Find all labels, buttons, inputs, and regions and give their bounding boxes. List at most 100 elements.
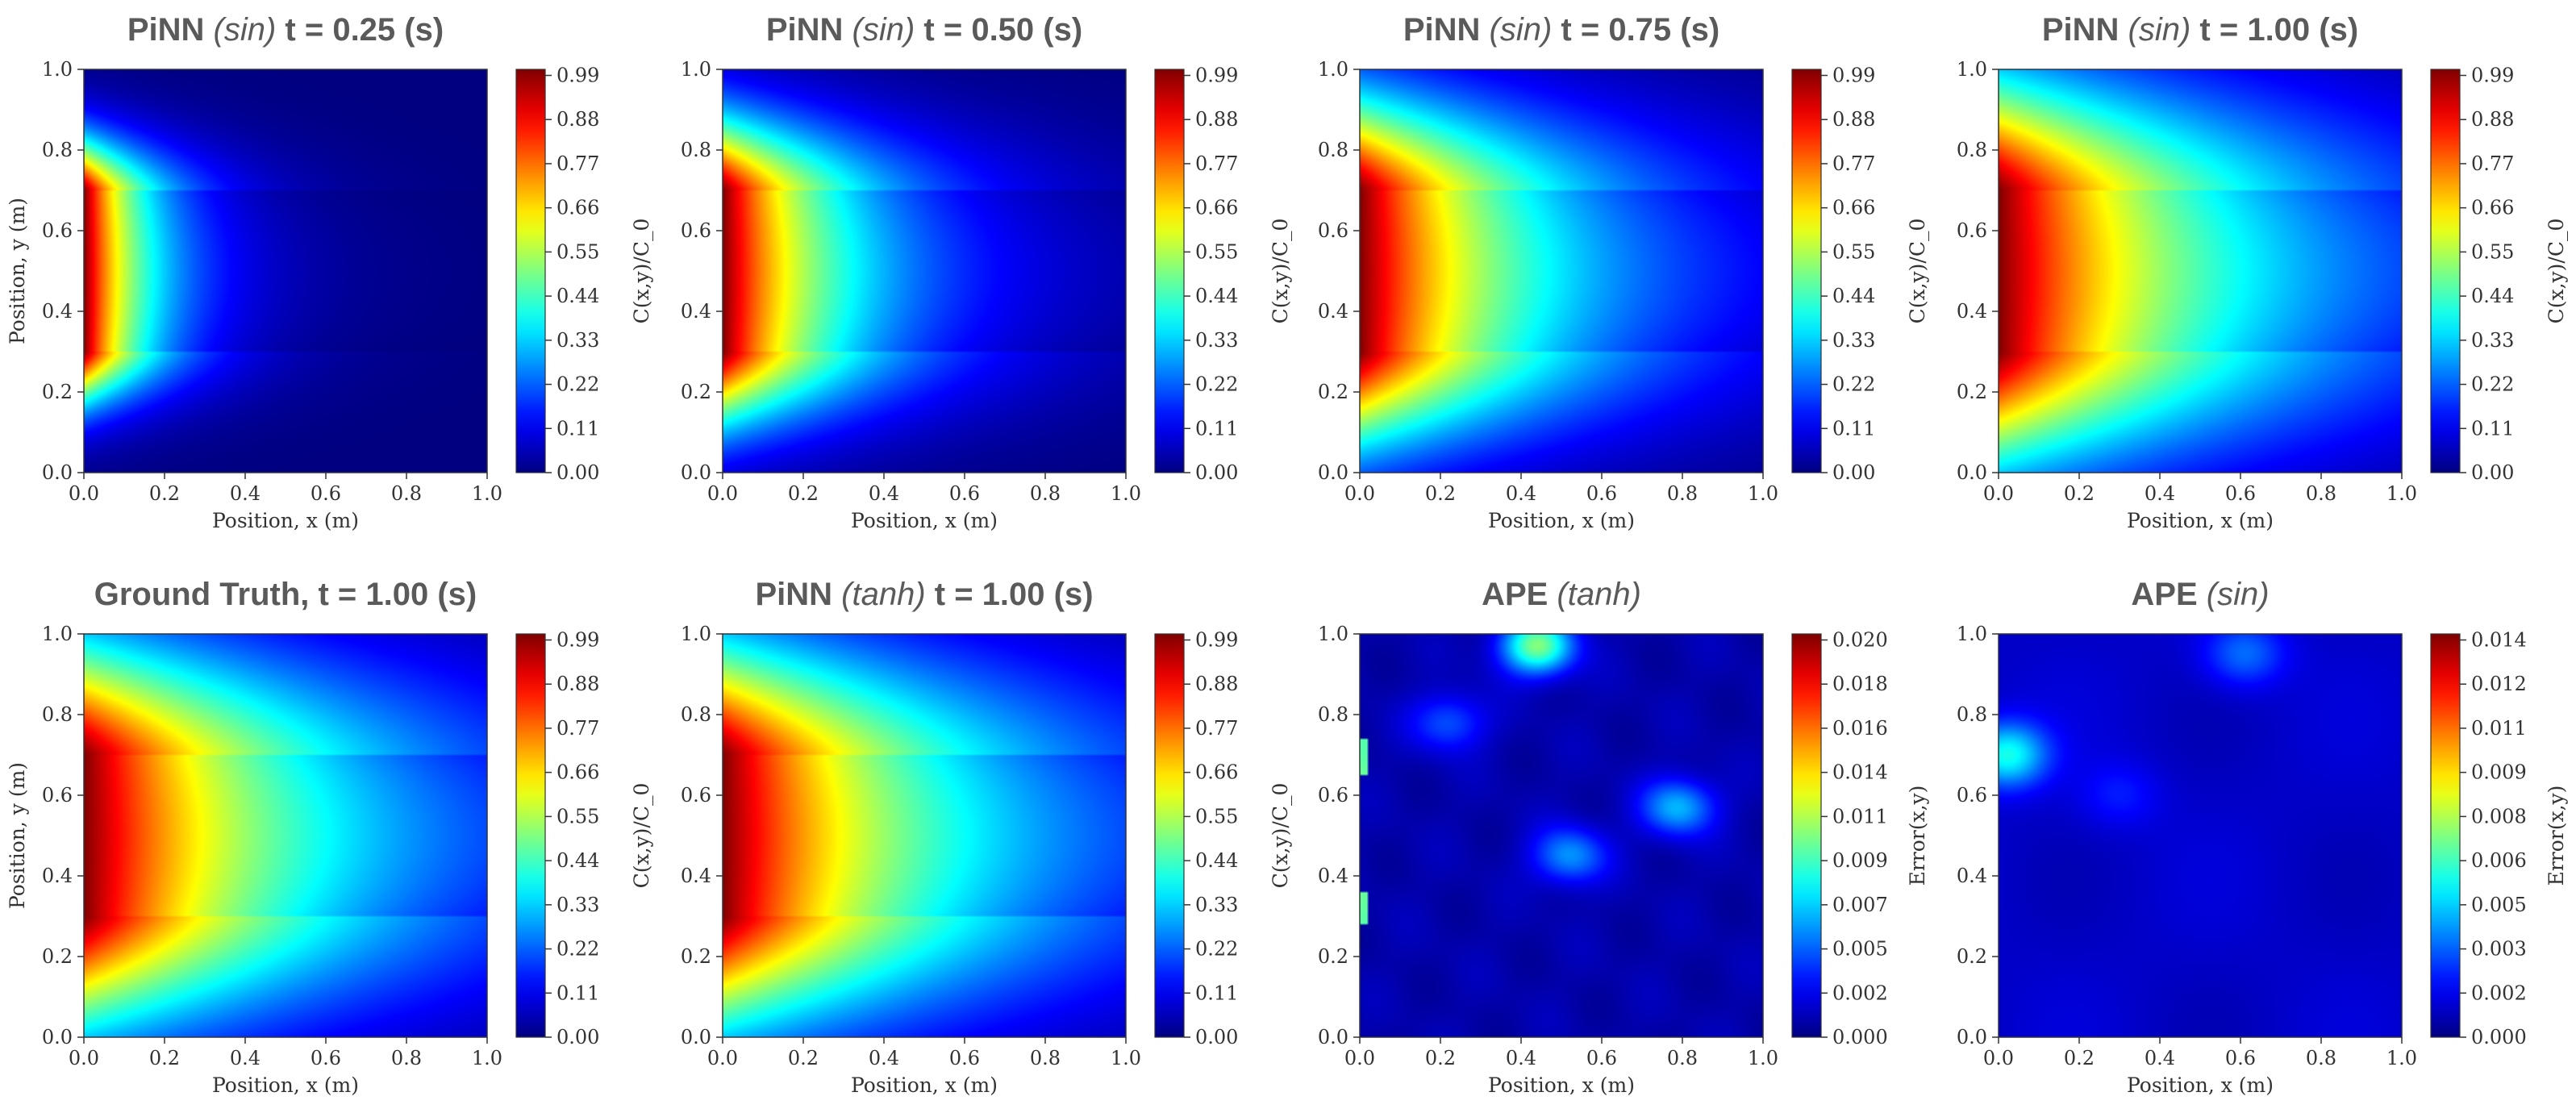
- colorbar-tick-label: 0.77: [1832, 152, 1875, 175]
- colorbar-tick-label: 0.88: [1832, 108, 1875, 131]
- colorbar-label: C(x,y)/C_0: [2545, 219, 2568, 324]
- y-tick-label: 0.2: [1957, 381, 1987, 403]
- subplot-title: PiNN (sin) t = 0.50 (s): [766, 12, 1082, 48]
- heatmap-image: [1360, 634, 1763, 1037]
- x-axis-label: Position, x (m): [1488, 509, 1635, 532]
- colorbar-tick-label: 0.77: [556, 152, 599, 175]
- x-tick-label: 0.8: [1667, 482, 1698, 505]
- colorbar-tick-label: 0.007: [1832, 894, 1888, 916]
- colorbar-tick-label: 0.44: [1832, 285, 1875, 307]
- colorbar-tick-label: 0.55: [556, 240, 599, 263]
- x-tick-label: 0.2: [788, 482, 819, 505]
- x-tick-label: 0.8: [1030, 482, 1061, 505]
- subplot-4: PiNN (sin) t = 1.00 (s) 0.0 0.2 0.4 0.6 0.8 1.…: [1957, 12, 2568, 532]
- colorbar-tick-label: 0.99: [1195, 629, 1238, 652]
- y-tick-label: 0.0: [42, 461, 73, 484]
- colorbar: [2430, 69, 2461, 473]
- x-tick-label: 1.0: [1111, 1047, 1141, 1069]
- x-tick-label: 0.4: [869, 482, 899, 505]
- colorbar-tick-label: 0.11: [556, 982, 599, 1004]
- colorbar-tick-label: 0.44: [556, 849, 599, 872]
- plot-frame: [722, 69, 1127, 473]
- x-tick-label: 0.6: [1586, 1047, 1617, 1069]
- y-tick-label: 0.6: [1957, 219, 1987, 242]
- colorbar-tick-label: 0.00: [2471, 461, 2514, 484]
- subplot-8: APE (sin) 0.0 0.2 0.4 0.6 0.8 1.0 0.0 0.2 0.4 0.6 0…: [1957, 577, 2568, 1097]
- colorbar-tick-label: 0.33: [1832, 329, 1875, 352]
- colorbar-tick-label: 0.88: [1195, 673, 1238, 695]
- colorbar-tick-label: 0.88: [2471, 108, 2514, 131]
- x-tick-label: 0.0: [1983, 1047, 2014, 1069]
- x-tick-label: 0.0: [707, 1047, 738, 1069]
- colorbar-tick-label: 0.66: [556, 197, 599, 219]
- y-tick-label: 0.0: [1957, 461, 1987, 484]
- plot-frame: [1359, 633, 1764, 1038]
- y-tick-label: 1.0: [42, 58, 73, 81]
- colorbar-tick-label: 0.011: [1832, 805, 1888, 827]
- x-tick-label: 0.0: [1344, 482, 1375, 505]
- colorbar-tick-label: 0.11: [2471, 417, 2514, 440]
- colorbar-tick-label: 0.011: [2471, 717, 2527, 740]
- y-tick-label: 0.2: [681, 945, 711, 968]
- y-tick-label: 0.0: [1957, 1026, 1987, 1048]
- y-tick-label: 0.2: [42, 945, 73, 968]
- colorbar-tick-label: 0.002: [1832, 982, 1888, 1004]
- colorbar: [1791, 633, 1822, 1038]
- x-axis-label: Position, x (m): [212, 1073, 359, 1097]
- x-tick-label: 0.4: [1506, 482, 1536, 505]
- y-tick-label: 0.8: [681, 703, 711, 726]
- plot-frame: [83, 633, 488, 1038]
- colorbar-tick-label: 0.33: [2471, 329, 2514, 352]
- x-tick-label: 0.2: [1425, 1047, 1456, 1069]
- colorbar-tick-label: 0.005: [2471, 894, 2527, 916]
- y-tick-label: 1.0: [1318, 623, 1348, 645]
- x-tick-label: 0.8: [1667, 1047, 1698, 1069]
- colorbar-label: C(x,y)/C_0: [1269, 783, 1292, 889]
- y-tick-label: 0.0: [681, 1026, 711, 1048]
- x-tick-label: 1.0: [1748, 482, 1778, 505]
- x-tick-label: 0.0: [1983, 482, 2014, 505]
- y-tick-label: 0.0: [1318, 1026, 1348, 1048]
- colorbar-tick-label: 0.014: [1832, 761, 1888, 784]
- plot-frame: [722, 633, 1127, 1038]
- subplot-title: APE (tanh): [1482, 577, 1641, 612]
- y-tick-label: 0.2: [681, 381, 711, 403]
- colorbar-label: C(x,y)/C_0: [630, 783, 653, 889]
- x-tick-label: 1.0: [1111, 482, 1141, 505]
- y-tick-label: 0.4: [42, 865, 73, 887]
- y-tick-label: 0.2: [42, 381, 73, 403]
- x-tick-label: 0.6: [311, 1047, 341, 1069]
- heatmap-image: [1999, 634, 2402, 1037]
- y-tick-label: 0.6: [1318, 784, 1348, 807]
- colorbar-tick-label: 0.009: [1832, 849, 1888, 872]
- colorbar-tick-label: 0.009: [2471, 761, 2527, 784]
- y-tick-label: 0.6: [1957, 784, 1987, 807]
- x-tick-label: 0.2: [788, 1047, 819, 1069]
- y-tick-label: 0.8: [1318, 703, 1348, 726]
- y-tick-label: 0.4: [1957, 865, 1987, 887]
- y-tick-label: 0.6: [681, 784, 711, 807]
- colorbar-tick-label: 0.99: [1832, 65, 1875, 87]
- colorbar-tick-label: 0.11: [556, 417, 599, 440]
- x-tick-label: 0.8: [2306, 482, 2336, 505]
- colorbar-tick-label: 0.55: [2471, 240, 2514, 263]
- y-tick-label: 0.6: [681, 219, 711, 242]
- colorbar-tick-label: 0.22: [556, 938, 599, 961]
- colorbar-tick-label: 0.016: [1832, 717, 1888, 740]
- x-tick-label: 0.0: [69, 482, 99, 505]
- colorbar-tick-label: 0.018: [1832, 673, 1888, 695]
- colorbar-tick-label: 0.99: [556, 65, 599, 87]
- subplot-6: PiNN (tanh) t = 1.00 (s) 0.0 0.2 0.4 0.6 0.8 1…: [681, 577, 1292, 1097]
- colorbar-tick-label: 0.00: [1832, 461, 1875, 484]
- colorbar-tick-label: 0.44: [2471, 285, 2514, 307]
- plot-frame: [1998, 633, 2403, 1038]
- colorbar-tick-label: 0.88: [1195, 108, 1238, 131]
- x-tick-label: 0.4: [869, 1047, 899, 1069]
- colorbar-tick-label: 0.77: [1195, 152, 1238, 175]
- colorbar: [515, 633, 546, 1038]
- heatmap-image: [723, 634, 1126, 1037]
- x-tick-label: 0.2: [1425, 482, 1456, 505]
- x-tick-label: 0.4: [230, 482, 261, 505]
- x-tick-label: 0.0: [707, 482, 738, 505]
- plot-frame: [1998, 69, 2403, 473]
